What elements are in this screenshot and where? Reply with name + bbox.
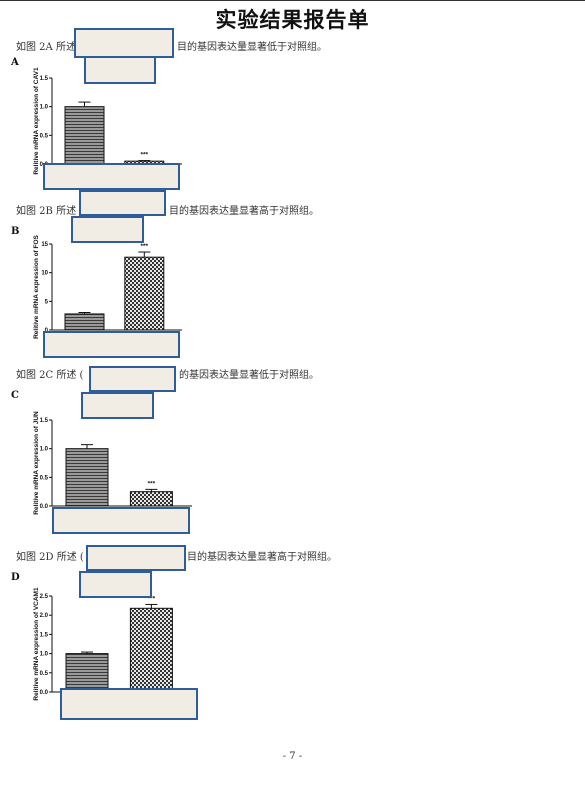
- y-tick-label: 0.5: [40, 475, 49, 481]
- paragraph-prefix: 如图 2A 所述: [16, 42, 76, 53]
- y-tick-label: 2.0: [40, 613, 49, 619]
- redaction-box: [89, 366, 176, 392]
- y-tick-label: 0.0: [40, 504, 49, 510]
- paragraph-suffix: 目的基因表达量显著低于对照组。: [177, 42, 327, 53]
- page-number: - 7 -: [282, 751, 303, 762]
- header-rule: [0, 0, 585, 1]
- panel-label-c: C: [11, 390, 19, 401]
- chart-svg: Relitive mRNA expression of VCAM1 0.0 0.5 1…: [33, 587, 192, 701]
- y-axis-label: Relitive mRNA expression of VCAM1: [33, 587, 40, 701]
- bar: [124, 256, 165, 331]
- redaction-box: [84, 56, 156, 84]
- redaction-box: [60, 688, 198, 720]
- redaction-box: [43, 163, 180, 190]
- chart-svg: Relitive mRNA expression of JUN 0.0 0.5 1.0…: [33, 411, 192, 515]
- paragraph-2d: 如图 2D 所述 ( 目的基因表达量显著高于对照组。: [16, 548, 337, 563]
- y-tick-label: 1.5: [40, 418, 49, 424]
- y-tick-label: 1.0: [40, 105, 49, 111]
- paragraph-prefix: 如图 2B 所述: [16, 206, 77, 217]
- y-tick-label: 1.0: [40, 447, 49, 453]
- y-tick-label: 1.5: [40, 76, 49, 82]
- redaction-box: [79, 571, 152, 598]
- paragraph-suffix: 目的基因表达量显著高于对照组。: [187, 552, 337, 563]
- redaction-box: [52, 507, 190, 534]
- y-tick-label: 2.5: [40, 594, 49, 600]
- redaction-box: [86, 545, 186, 571]
- bar: [129, 607, 173, 693]
- bar: [65, 653, 109, 693]
- paragraph-2a: 如图 2A 所述 目的基因表达量显著低于对照组。: [16, 38, 327, 53]
- redaction-box: [74, 28, 174, 58]
- y-axis-label: Relitive mRNA expression of FOS: [33, 234, 40, 338]
- bar-chart-vcam1: Relitive mRNA expression of VCAM1 0.0 0.5 1…: [30, 584, 200, 706]
- panel-label-a: A: [11, 57, 19, 68]
- bar-chart-fos: Relitive mRNA expression of FOS051015***: [30, 232, 190, 344]
- bar: [64, 106, 105, 165]
- bar-chart-jun: Relitive mRNA expression of JUN 0.0 0.5 1.0…: [30, 408, 200, 520]
- y-tick-label: 10: [41, 271, 48, 277]
- redaction-box: [71, 216, 144, 243]
- y-tick-label: 0.5: [40, 133, 49, 139]
- bar: [129, 491, 173, 507]
- significance-label: ***: [141, 152, 149, 159]
- paragraph-suffix: 的基因表达量显著低于对照组。: [179, 370, 319, 381]
- y-tick-label: 0.5: [40, 671, 49, 677]
- y-tick-label: 0.0: [40, 690, 49, 696]
- paragraph-suffix: 目的基因表达量显著高于对照组。: [169, 206, 319, 217]
- significance-label: ***: [141, 243, 149, 250]
- y-axis-label: Relitive mRNA expression of JUN: [33, 411, 40, 515]
- redaction-box: [81, 392, 154, 419]
- chart-svg: Relitive mRNA expression of FOS051015***: [33, 234, 182, 339]
- panel-label-d: D: [11, 572, 20, 583]
- paragraph-2c: 如图 2C 所述 ( 的基因表达量显著低于对照组。: [16, 366, 319, 381]
- significance-label: ***: [148, 480, 156, 487]
- bar: [64, 313, 105, 331]
- paragraph-prefix: 如图 2D 所述 (: [16, 552, 84, 563]
- y-tick-label: 5: [45, 299, 49, 305]
- redaction-box: [79, 190, 166, 216]
- y-tick-label: 1.5: [40, 632, 49, 638]
- bar: [65, 448, 109, 507]
- significance-label: ***: [148, 595, 156, 602]
- redaction-box: [43, 331, 180, 358]
- report-title: 实验结果报告单: [215, 8, 370, 32]
- y-tick-label: 15: [41, 242, 48, 248]
- y-axis-label: Relitive mRNA expression of CAV1: [33, 67, 40, 175]
- paragraph-prefix: 如图 2C 所述 (: [16, 370, 84, 381]
- y-tick-label: 1.0: [40, 652, 49, 658]
- paragraph-2b: 如图 2B 所述 目的基因表达量显著高于对照组。: [16, 202, 319, 217]
- panel-label-b: B: [11, 226, 20, 237]
